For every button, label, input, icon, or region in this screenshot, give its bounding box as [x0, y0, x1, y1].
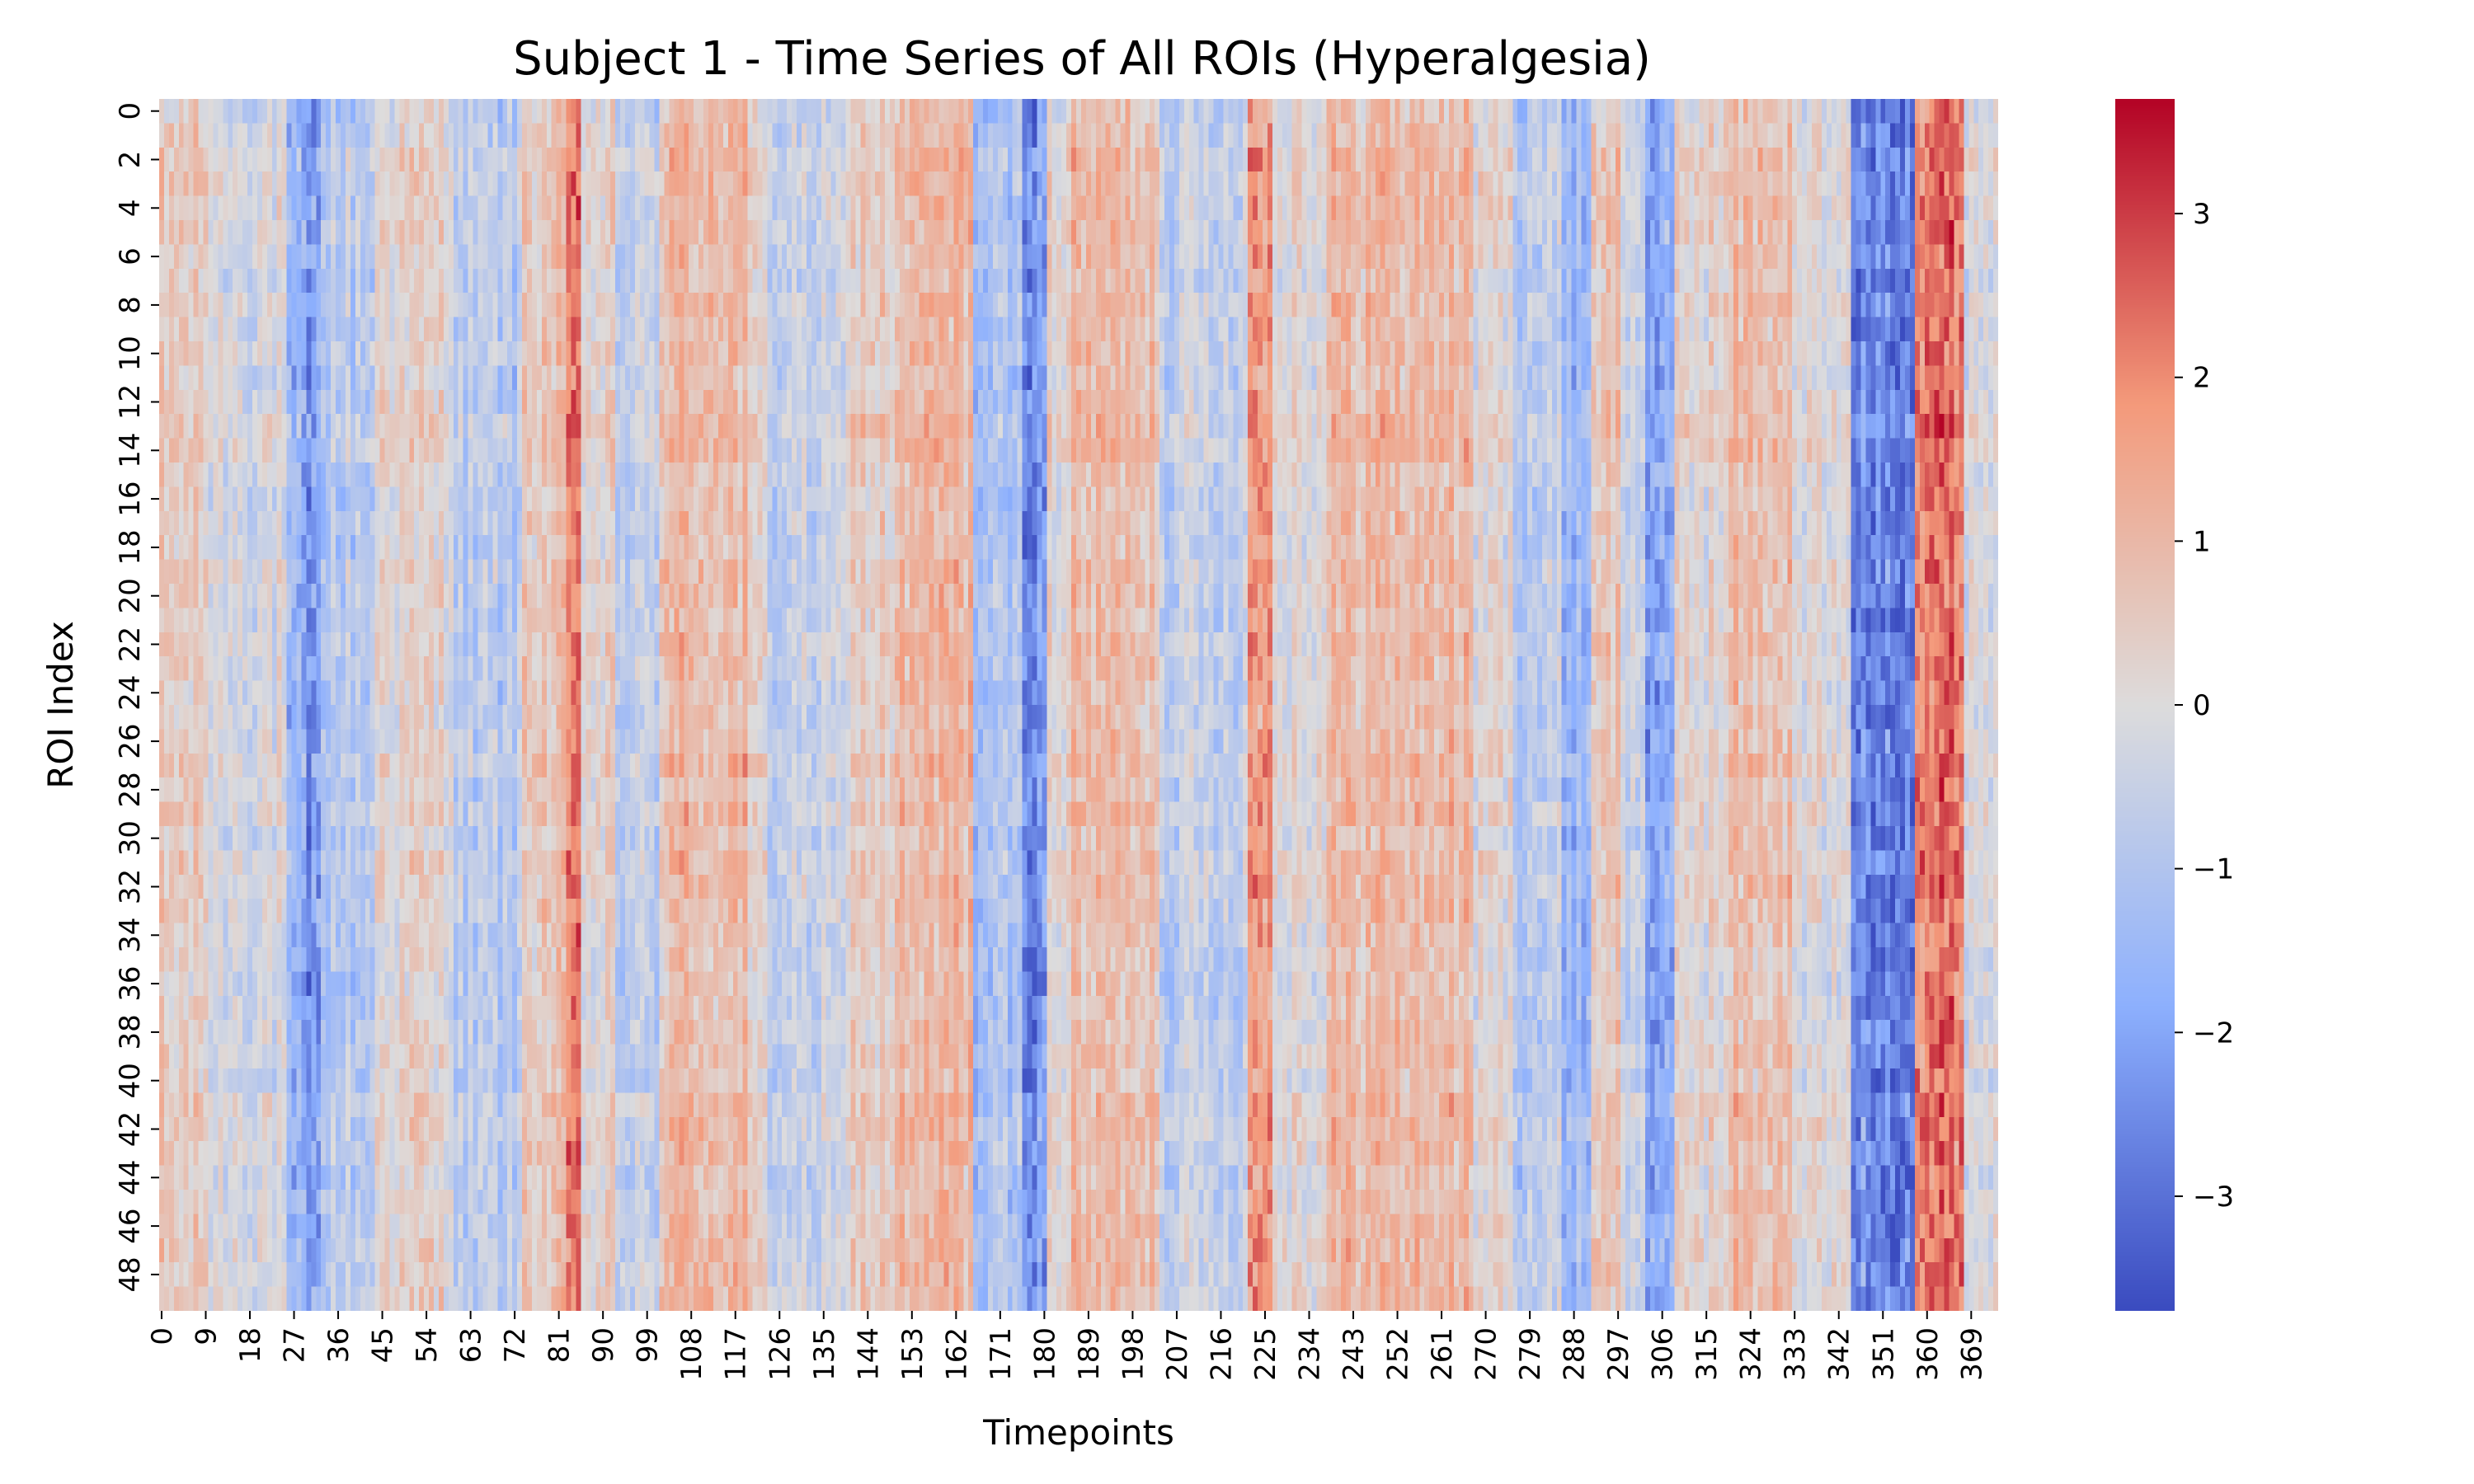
- x-tick-label: 45: [367, 1327, 400, 1363]
- x-tick-label: 90: [587, 1327, 620, 1363]
- x-tick-label: 369: [1955, 1327, 1988, 1381]
- y-tick-label: 20: [114, 578, 147, 613]
- x-tick-label: 99: [632, 1327, 665, 1363]
- x-tick-label: 18: [234, 1327, 267, 1363]
- x-tick-label: 36: [322, 1327, 355, 1363]
- x-tick-label: 243: [1338, 1327, 1371, 1381]
- x-tick-label: 297: [1602, 1327, 1635, 1381]
- y-tick-label: 14: [114, 433, 147, 468]
- y-tick-label: 48: [114, 1256, 147, 1292]
- colorbar-tick-label: 2: [2193, 362, 2211, 395]
- colorbar: −3 −2 −1 0 1 2 3: [2115, 99, 2234, 1311]
- x-tick-label: 27: [279, 1327, 312, 1363]
- colorbar-tick-label: −3: [2193, 1181, 2234, 1214]
- x-tick-label: 252: [1382, 1327, 1415, 1381]
- x-tick-label: 333: [1779, 1327, 1812, 1381]
- x-tick-label: 324: [1735, 1327, 1768, 1381]
- y-axis-ticks: 0246810121416182022242628303234363840424…: [114, 102, 159, 1293]
- y-tick-label: 10: [114, 336, 147, 371]
- x-tick-label: 306: [1647, 1327, 1680, 1381]
- colorbar-tick-label: 3: [2193, 198, 2211, 231]
- y-tick-label: 6: [114, 247, 147, 265]
- x-tick-label: 63: [455, 1327, 488, 1363]
- colorbar-ticks: −3 −2 −1 0 1 2 3: [2175, 198, 2234, 1214]
- x-tick-label: 171: [985, 1327, 1018, 1381]
- y-tick-label: 16: [114, 481, 147, 516]
- x-tick-label: 72: [499, 1327, 532, 1363]
- x-tick-label: 117: [720, 1327, 753, 1381]
- x-tick-label: 198: [1117, 1327, 1150, 1381]
- y-tick-label: 4: [114, 199, 147, 217]
- y-tick-label: 34: [114, 918, 147, 953]
- x-tick-label: 153: [896, 1327, 929, 1381]
- x-axis-label: Timepoints: [982, 1412, 1174, 1453]
- x-tick-label: 216: [1205, 1327, 1238, 1381]
- y-tick-label: 32: [114, 869, 147, 904]
- y-tick-label: 36: [114, 965, 147, 1001]
- y-tick-label: 40: [114, 1063, 147, 1098]
- x-tick-label: 207: [1161, 1327, 1194, 1381]
- x-axis-ticks: 0 9 18 27 36 45 54 63 72 81 90 99 108 117 126 135 144 153…: [146, 1311, 1988, 1381]
- colorbar-tick-label: 1: [2193, 525, 2211, 558]
- colorbar-tick-label: −1: [2193, 853, 2234, 886]
- colorbar-tick-label: −2: [2193, 1017, 2234, 1050]
- y-axis-label: ROI Index: [40, 621, 81, 789]
- x-tick-label: 351: [1867, 1327, 1900, 1381]
- y-tick-label: 42: [114, 1111, 147, 1147]
- x-tick-label: 9: [190, 1327, 223, 1345]
- x-tick-label: 135: [808, 1327, 841, 1381]
- y-tick-label: 26: [114, 723, 147, 758]
- chart-title: Subject 1 - Time Series of All ROIs (Hyp…: [513, 32, 1651, 86]
- x-tick-label: 288: [1559, 1327, 1592, 1381]
- heatmap-cells: [159, 99, 1998, 1311]
- x-tick-label: 108: [675, 1327, 708, 1381]
- x-tick-label: 162: [940, 1327, 973, 1381]
- x-tick-label: 279: [1514, 1327, 1547, 1381]
- colorbar-tick-label: 0: [2193, 689, 2211, 722]
- y-tick-label: 46: [114, 1208, 147, 1243]
- x-tick-label: 189: [1073, 1327, 1106, 1381]
- x-tick-label: 81: [543, 1327, 576, 1363]
- heatmap-plot-area: [159, 99, 1998, 1311]
- y-tick-label: 28: [114, 772, 147, 807]
- y-tick-label: 0: [114, 102, 147, 120]
- y-tick-label: 18: [114, 529, 147, 565]
- x-tick-label: 270: [1470, 1327, 1503, 1381]
- y-tick-label: 12: [114, 384, 147, 420]
- x-tick-label: 315: [1691, 1327, 1724, 1381]
- y-tick-label: 24: [114, 675, 147, 711]
- x-tick-label: 342: [1823, 1327, 1856, 1381]
- y-tick-label: 22: [114, 627, 147, 662]
- x-tick-label: 0: [146, 1327, 179, 1345]
- x-tick-label: 54: [411, 1327, 444, 1363]
- x-tick-label: 126: [764, 1327, 797, 1381]
- y-tick-label: 38: [114, 1014, 147, 1050]
- y-tick-label: 30: [114, 820, 147, 856]
- y-tick-label: 8: [114, 296, 147, 314]
- y-tick-label: 44: [114, 1160, 147, 1195]
- x-tick-label: 234: [1293, 1327, 1326, 1381]
- x-tick-label: 180: [1028, 1327, 1061, 1381]
- y-tick-label: 2: [114, 151, 147, 169]
- x-tick-label: 144: [852, 1327, 885, 1381]
- x-tick-label: 225: [1249, 1327, 1282, 1381]
- colorbar-gradient: [2115, 99, 2175, 1311]
- x-tick-label: 261: [1426, 1327, 1459, 1381]
- x-tick-label: 360: [1912, 1327, 1945, 1381]
